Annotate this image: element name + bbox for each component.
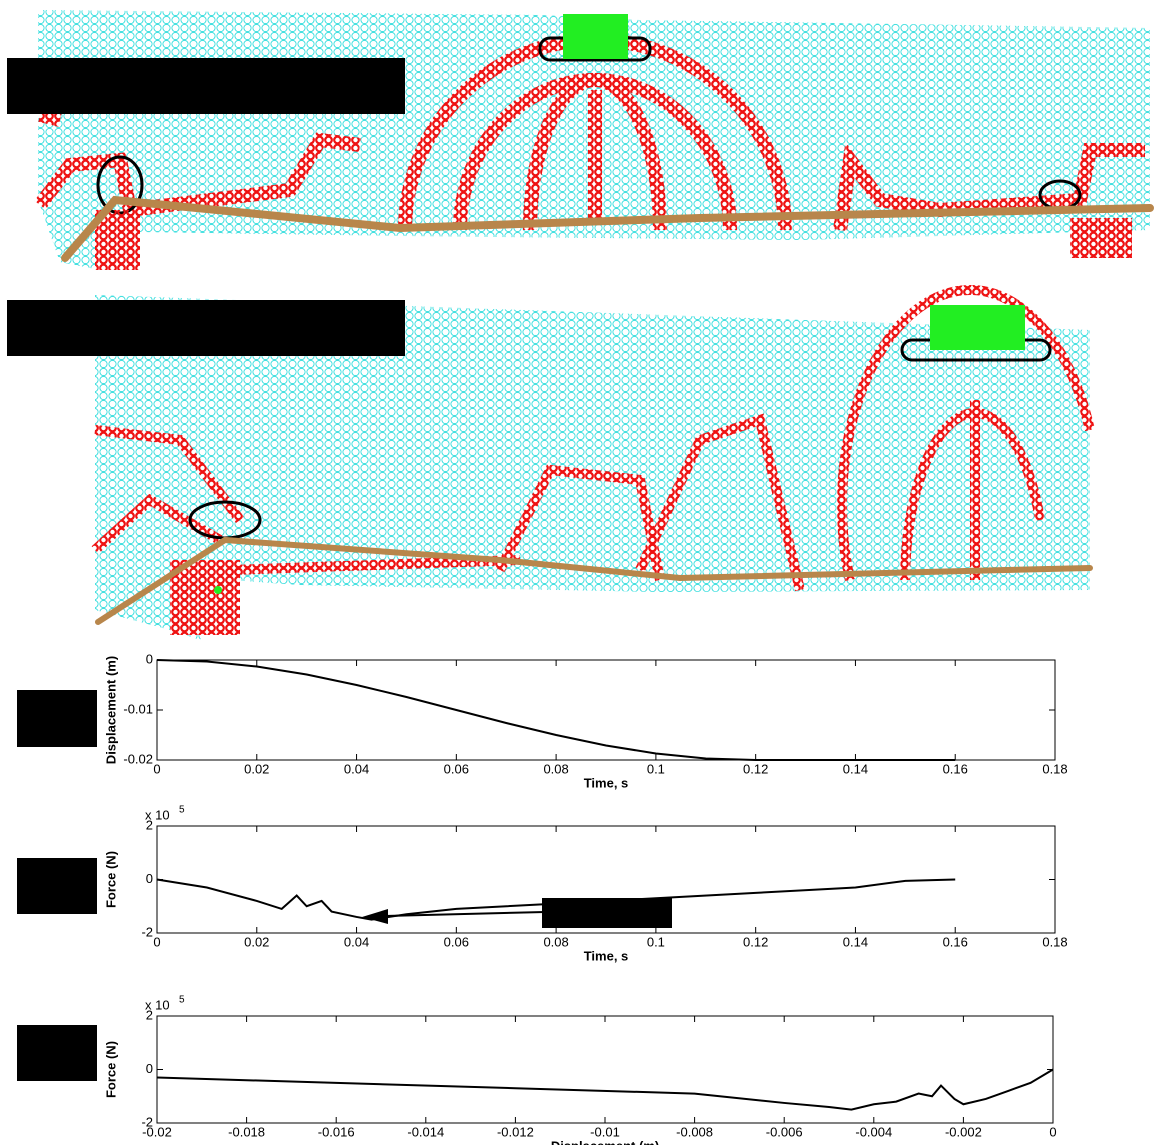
x-tick-label: 0.06 — [444, 761, 469, 776]
x-tick-label: 0.12 — [743, 761, 768, 776]
chart: 0 0.02 0.04 0.06 0.08 0.1 0.12 0.14 0.16 0.18-202… — [103, 805, 1067, 964]
x-tick-label: 0.16 — [943, 934, 968, 949]
x-axis-label: Displacement (m) — [551, 1138, 659, 1145]
charts: 0 0.02 0.04 0.06 0.08 0.1 0.12 0.14 0.16 0.18-0.0… — [103, 651, 1067, 1145]
redaction — [17, 690, 97, 747]
y-multiplier: x 10 — [145, 807, 170, 822]
simulation-image-2 — [7, 284, 1095, 640]
chart: 0 0.02 0.04 0.06 0.08 0.1 0.12 0.14 0.16 0.18 -0.0… — [103, 651, 1067, 790]
y-tick-label: 0 — [146, 651, 153, 666]
y-tick-label: 2 — [146, 1007, 153, 1022]
redaction — [17, 858, 97, 914]
plot-frame — [156, 1015, 1054, 1124]
x-tick-label: -0.014 — [407, 1124, 444, 1139]
y-multiplier: x 10 — [145, 997, 170, 1012]
plot-frame — [156, 659, 1056, 761]
x-tick-label: 0.14 — [843, 761, 868, 776]
x-tick-label: 0.1 — [647, 761, 665, 776]
x-tick-label: 0.04 — [344, 934, 369, 949]
y-tick-label: 2 — [146, 817, 153, 832]
annotation-arrow — [362, 898, 672, 928]
simulation-image-1 — [7, 10, 1154, 270]
x-tick-label: -0.004 — [855, 1124, 892, 1139]
x-tick-label: -0.01 — [590, 1124, 620, 1139]
x-tick-label: 0.08 — [543, 934, 568, 949]
x-tick-label: 0.04 — [344, 761, 369, 776]
x-tick-label: 0.14 — [843, 934, 868, 949]
data-line — [156, 659, 956, 761]
x-tick-label: 0.06 — [444, 934, 469, 949]
chart: -0.02 -0.018 -0.016 -0.014 -0.012 -0.01 -0.008… — [103, 995, 1056, 1145]
y-tick-label: -2 — [141, 1114, 153, 1129]
x-tick-label: 0.18 — [1042, 761, 1067, 776]
x-tick-label: 0 — [153, 761, 160, 776]
x-tick-label: -0.02 — [142, 1124, 172, 1139]
x-tick-label: 0 — [153, 934, 160, 949]
y-multiplier-exponent: 5 — [179, 995, 185, 1006]
x-tick-label: 0.12 — [743, 934, 768, 949]
data-line — [156, 878, 956, 921]
redaction — [17, 1025, 97, 1081]
y-multiplier-exponent: 5 — [179, 805, 185, 816]
y-tick-label: 0 — [146, 1061, 153, 1076]
y-axis-label: Force (N) — [103, 1041, 118, 1098]
y-tick-label: -0.01 — [123, 701, 153, 716]
x-tick-label: 0.16 — [943, 761, 968, 776]
y-axis-label: Force (N) — [103, 851, 118, 908]
x-tick-label: -0.002 — [945, 1124, 982, 1139]
x-tick-label: -0.018 — [228, 1124, 265, 1139]
x-tick-label: -0.006 — [766, 1124, 803, 1139]
y-tick-label: -2 — [141, 924, 153, 939]
x-axis-label: Time, s — [584, 775, 629, 790]
x-tick-label: 0 — [1049, 1124, 1056, 1139]
x-tick-label: 0.02 — [244, 761, 269, 776]
x-axis-label: Time, s — [584, 948, 629, 963]
x-tick-label: -0.012 — [497, 1124, 534, 1139]
data-line — [156, 1068, 1054, 1111]
x-tick-label: 0.02 — [244, 934, 269, 949]
x-tick-label: 0.1 — [647, 934, 665, 949]
y-tick-label: -0.02 — [123, 751, 153, 766]
y-tick-label: 0 — [146, 871, 153, 886]
x-tick-label: -0.016 — [318, 1124, 355, 1139]
y-axis-label: Displacement (m) — [103, 656, 118, 764]
x-tick-label: 0.18 — [1042, 934, 1067, 949]
x-tick-label: -0.008 — [676, 1124, 713, 1139]
x-tick-label: 0.08 — [543, 761, 568, 776]
